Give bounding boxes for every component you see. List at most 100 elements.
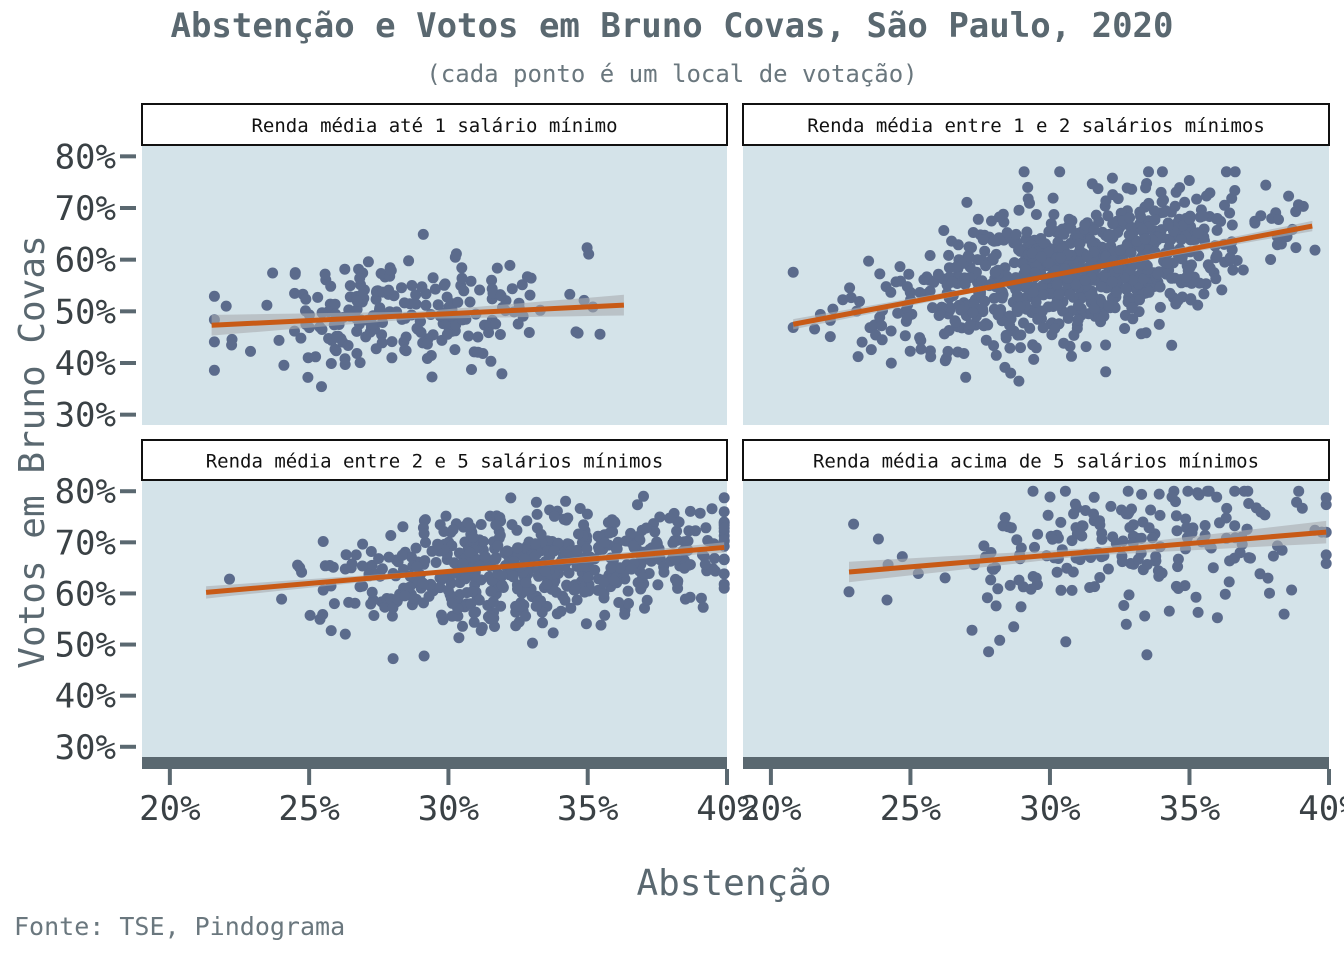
data-point [1024,197,1035,209]
data-point [342,340,354,351]
data-point [440,510,452,522]
data-point [1259,509,1271,521]
x-tick-label: 20% [740,789,801,829]
data-point [1060,636,1072,648]
data-point [520,577,532,588]
data-point [261,299,273,311]
data-point [914,287,926,298]
data-point [915,343,927,355]
data-point [387,653,399,665]
data-point [992,583,1004,595]
data-point [1243,552,1255,564]
data-point [1027,485,1039,497]
data-point [946,235,958,247]
data-point [1135,210,1146,222]
data-point [480,551,492,563]
data-point [1030,296,1042,308]
data-point [843,586,855,598]
data-point [990,600,1002,612]
data-point [208,336,220,348]
data-point [565,602,577,614]
data-point [1120,282,1132,294]
data-point [419,514,431,526]
data-point [1000,329,1012,341]
data-point [1186,527,1198,539]
facet-strip [742,439,1330,481]
facet-strip [141,439,728,481]
data-point [671,525,683,537]
data-point [312,291,324,303]
data-point [1058,337,1070,349]
data-point [1079,219,1091,231]
data-point [1227,264,1239,276]
data-point [924,285,936,297]
data-point [1169,200,1181,212]
data-point [477,536,489,547]
data-point [1035,251,1047,263]
data-point [458,285,470,297]
data-point [943,249,955,261]
data-point [1220,166,1232,178]
data-point [694,507,706,519]
data-point [1163,605,1175,617]
data-point [1124,212,1136,224]
data-point [573,528,584,540]
y-tick-label: 30% [55,396,116,436]
data-point [1001,227,1013,239]
data-point [370,293,382,305]
data-point [972,213,984,225]
data-point [1102,210,1114,222]
data-point [226,339,238,351]
data-point [224,573,235,585]
data-point [490,519,502,531]
data-point [356,560,368,572]
data-point [501,545,513,557]
data-point [560,495,572,507]
data-point [1068,329,1080,341]
data-point [208,364,220,376]
data-point [1102,563,1114,575]
facet-panel: Renda média entre 1 e 2 salários mínimos [742,103,1330,425]
data-point [718,492,730,504]
facet-strip-label: Renda média entre 1 e 2 salários mínimos [807,115,1265,137]
data-point [452,296,464,308]
data-point [1096,533,1108,545]
data-point [351,348,363,359]
data-point [1054,166,1066,178]
data-point [376,563,388,575]
x-axis-bar [743,757,1329,769]
x-tick-label: 25% [278,789,339,829]
data-point [1180,271,1192,283]
data-point [564,288,576,300]
data-point [1081,250,1093,262]
x-tick-label: 30% [1019,789,1080,829]
data-point [582,571,594,583]
data-point [623,598,634,609]
data-point [1122,485,1134,497]
data-point [448,557,460,569]
data-point [379,601,391,613]
data-point [1077,520,1089,532]
data-point [325,358,337,369]
data-point [354,272,366,284]
data-point [1216,284,1228,296]
data-point [961,196,973,208]
data-point [1123,506,1135,518]
data-point [559,594,571,606]
data-point [983,646,995,658]
data-point [494,529,506,541]
data-point [1156,567,1168,579]
data-point [885,286,897,298]
data-point [979,245,991,257]
data-point [1139,233,1151,245]
data-point [1296,502,1308,514]
x-tick-label: 35% [1159,789,1220,829]
data-point [964,319,976,330]
data-point [456,262,468,274]
data-point [505,492,517,504]
data-point [1092,183,1104,195]
data-point [1025,583,1037,595]
data-point [432,538,444,550]
trend-line [211,302,625,328]
data-point [1088,224,1100,236]
